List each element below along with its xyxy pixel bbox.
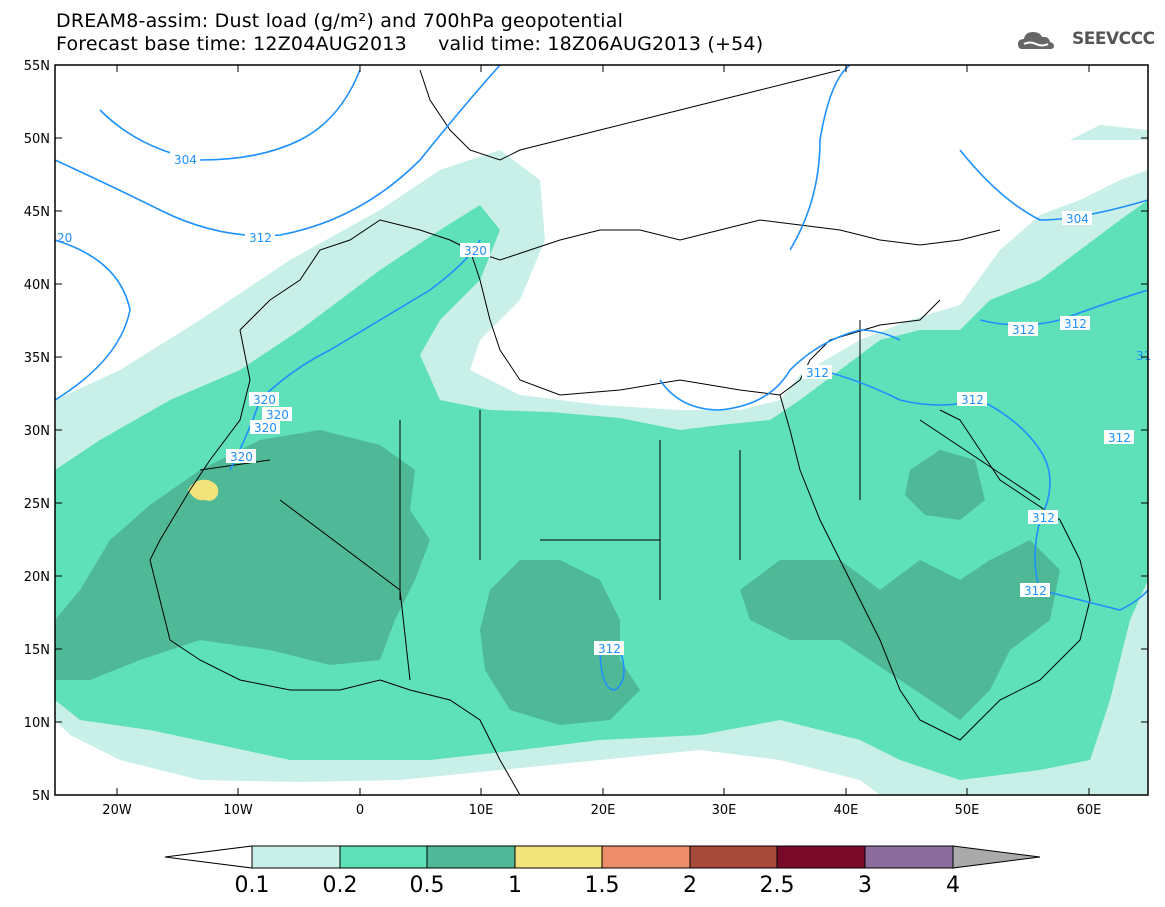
dust-field-dark-central	[480, 560, 640, 725]
colorbar-labels: 0.1 0.2 0.5 1 1.5 2 2.5 3 4	[235, 873, 961, 898]
logo-text: SEEVCCC	[1072, 29, 1155, 49]
lon-label: 30E	[712, 803, 737, 818]
lat-label: 30N	[24, 424, 50, 439]
dust-load-fields	[55, 125, 1148, 795]
colorbar-under-triangle	[164, 845, 253, 869]
colorbar-label: 2.5	[760, 873, 795, 898]
contour-label: 312	[961, 393, 984, 407]
lat-label: 50N	[24, 132, 50, 147]
colorbar-over-triangle	[952, 845, 1041, 869]
colorbar	[164, 845, 1041, 869]
lat-label: 55N	[24, 59, 50, 74]
contour-label: 312	[1108, 431, 1131, 445]
lat-label: 40N	[24, 278, 50, 293]
colorbar-label: 1	[508, 873, 522, 898]
lat-label: 35N	[24, 351, 50, 366]
longitude-axis: 20W 10W 0 10E 20E 30E 40E 50E 60E	[102, 65, 1101, 818]
contour-label: 312	[1064, 317, 1087, 331]
colorbar-label: 3	[858, 873, 872, 898]
lon-label: 10W	[223, 803, 253, 818]
contour-label: 320	[464, 244, 487, 258]
colorbar-label: 0.2	[323, 873, 358, 898]
lat-label: 20N	[24, 570, 50, 585]
contour-label: 312	[598, 642, 621, 656]
lon-label: 20E	[591, 803, 616, 818]
colorbar-swatch	[514, 845, 603, 869]
lat-label: 25N	[24, 497, 50, 512]
colorbar-swatch	[776, 845, 866, 869]
geopotential-labels: 304 312 320 320 320 320 320 312 312 312 …	[57, 152, 1151, 656]
lat-label: 15N	[24, 643, 50, 658]
contour-label: 312	[1012, 323, 1035, 337]
coastlines	[149, 69, 1091, 795]
contour-label: 304	[174, 153, 197, 167]
geopotential-contours	[55, 65, 1148, 691]
contour-label: 20	[57, 231, 72, 245]
lon-label: 10E	[469, 803, 494, 818]
colorbar-swatch	[426, 845, 516, 869]
colorbar-label: 0.5	[410, 873, 445, 898]
lat-label: 45N	[24, 205, 50, 220]
map-title-line1: DREAM8-assim: Dust load (g/m²) and 700hP…	[56, 10, 624, 32]
latitude-axis: 55N 50N 45N 40N 35N 30N 25N 20N 15N 10N …	[24, 59, 1148, 804]
colorbar-swatch	[251, 845, 341, 869]
contour-label: 31	[1136, 349, 1151, 363]
lon-label: 20W	[102, 803, 132, 818]
map-title-line2: Forecast base time: 12Z04AUG2013 valid t…	[56, 33, 764, 55]
contour-label: 320	[253, 393, 276, 407]
dust-field-max	[188, 479, 219, 501]
dust-field-dark-arabia	[905, 450, 985, 520]
contour-label: 312	[1024, 584, 1047, 598]
dust-field-dark-west	[55, 430, 430, 680]
contour-label: 312	[806, 366, 829, 380]
contour-label: 312	[249, 231, 272, 245]
colorbar-label: 2	[683, 873, 697, 898]
colorbar-swatch	[689, 845, 778, 869]
lon-label: 0	[356, 803, 364, 818]
colorbar-swatch	[339, 845, 428, 869]
colorbar-label: 4	[946, 873, 960, 898]
colorbar-swatch	[601, 845, 691, 869]
dust-field-dark-east	[740, 540, 1060, 720]
contour-label: 320	[266, 408, 289, 422]
colorbar-label: 0.1	[235, 873, 270, 898]
lon-label: 60E	[1077, 803, 1102, 818]
lon-label: 50E	[955, 803, 980, 818]
contour-label: 320	[254, 421, 277, 435]
contour-label: 320	[230, 450, 253, 464]
colorbar-label: 1.5	[585, 873, 620, 898]
lon-label: 40E	[834, 803, 859, 818]
colorbar-swatch	[864, 845, 954, 869]
lat-label: 5N	[32, 789, 50, 804]
lat-label: 10N	[24, 716, 50, 731]
contour-label: 304	[1066, 212, 1089, 226]
cloud-logo-icon	[1018, 32, 1054, 49]
contour-label: 312	[1032, 511, 1055, 525]
